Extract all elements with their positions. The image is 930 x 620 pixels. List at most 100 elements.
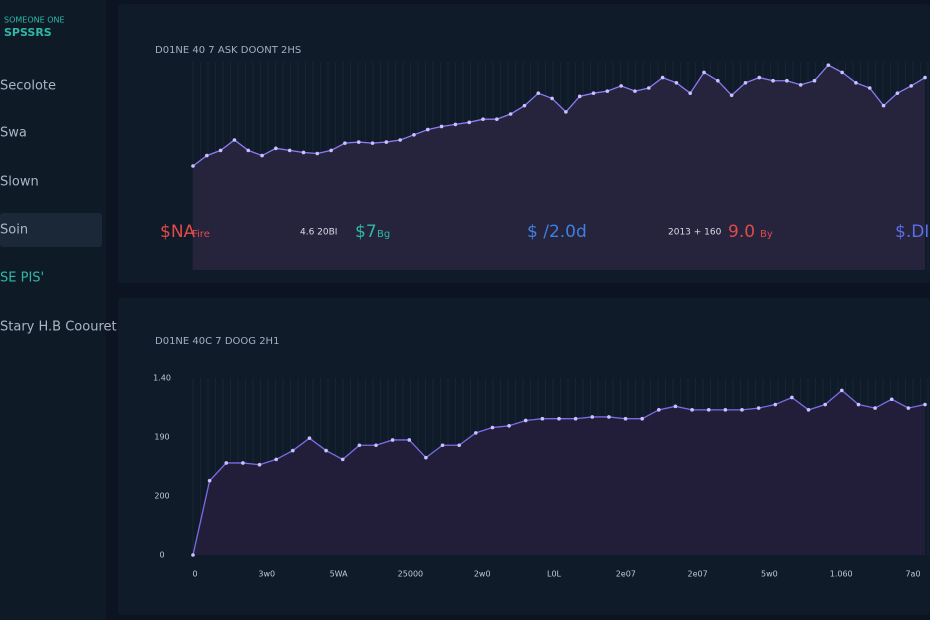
stat-value: $ /2.0d — [527, 222, 587, 242]
stat-unit: Bg — [377, 229, 390, 240]
point — [854, 81, 858, 85]
x-tick-label: 3w0 — [258, 570, 275, 579]
stat-value: 9.0 — [728, 222, 755, 242]
panel-title: D01NE 40 7 ASK DOONT 2HS — [155, 45, 301, 56]
x-tick-label: 2e07 — [687, 570, 707, 579]
point — [370, 141, 375, 145]
point — [467, 120, 472, 125]
sidebar — [0, 0, 106, 620]
point — [453, 122, 458, 127]
area-fill — [193, 390, 925, 555]
point — [706, 408, 711, 412]
logo: SOMEONE ONE — [4, 16, 65, 25]
nav-item[interactable]: Slown — [0, 175, 39, 190]
point — [840, 70, 844, 75]
point — [224, 461, 229, 465]
y-tick-label: 200 — [154, 492, 169, 501]
point — [374, 443, 378, 448]
point — [557, 416, 561, 421]
point — [856, 402, 861, 407]
panel-title: D01NE 40C 7 DOOG 2H1 — [155, 336, 279, 347]
point — [412, 133, 416, 137]
point — [623, 416, 628, 421]
nav-item[interactable]: Secolote — [0, 79, 56, 94]
nav-item[interactable]: SE PIS' — [0, 271, 44, 286]
point — [274, 146, 278, 151]
point — [274, 457, 278, 462]
point — [324, 448, 328, 453]
x-tick-label: 2w0 — [474, 570, 491, 579]
x-tick-label: 7a0 — [905, 570, 920, 579]
point — [439, 124, 444, 129]
point — [191, 553, 195, 557]
point — [660, 75, 665, 80]
point — [329, 148, 333, 153]
point — [873, 406, 877, 410]
point — [425, 127, 430, 132]
point — [205, 153, 209, 158]
point — [806, 408, 811, 412]
point — [605, 89, 610, 93]
x-tick-label: 25000 — [398, 570, 423, 579]
point — [657, 408, 661, 412]
point — [398, 138, 402, 142]
y-tick-label: 190 — [154, 433, 169, 442]
nav-item[interactable]: Swa — [0, 126, 27, 141]
point — [257, 462, 262, 467]
point — [508, 112, 513, 116]
point — [646, 86, 651, 90]
point — [390, 438, 395, 442]
stat-unit: Fire — [192, 229, 210, 240]
point — [191, 164, 195, 168]
point — [773, 402, 778, 407]
y-tick-label: 0 — [159, 551, 164, 560]
nav-item[interactable]: Soin — [0, 223, 28, 238]
point — [507, 423, 511, 428]
point — [743, 81, 748, 85]
point — [674, 81, 679, 85]
point — [550, 96, 554, 101]
point — [909, 84, 913, 88]
point — [424, 455, 428, 460]
x-tick-label: 2e07 — [616, 570, 636, 579]
area-fill — [193, 65, 925, 271]
point — [301, 150, 306, 155]
point — [440, 443, 445, 448]
point — [260, 153, 264, 158]
point — [343, 141, 347, 145]
point — [923, 402, 927, 407]
active-item-bg — [0, 213, 102, 247]
point — [673, 404, 678, 409]
point — [895, 91, 900, 95]
point — [523, 418, 528, 423]
point — [291, 448, 295, 453]
point — [702, 70, 706, 75]
point — [590, 415, 595, 419]
point — [906, 406, 911, 410]
point — [812, 78, 817, 83]
point — [218, 148, 223, 153]
point — [495, 117, 499, 121]
point — [287, 148, 292, 153]
stat-value: $7 — [355, 222, 377, 242]
point — [798, 83, 803, 87]
stat-value: 4.6 20BI — [300, 228, 337, 238]
stat-unit: By — [760, 229, 773, 240]
nav-item[interactable]: Stary H.B Coouret — [0, 320, 117, 335]
point — [771, 78, 775, 83]
point — [740, 408, 744, 412]
point — [881, 103, 886, 108]
x-tick-label: 1.060 — [830, 570, 853, 579]
point — [633, 89, 637, 93]
stat-value: $.DI — [895, 222, 929, 242]
point — [384, 140, 389, 144]
point — [923, 75, 927, 80]
point — [690, 408, 694, 412]
point — [823, 402, 827, 407]
stat-value: 2013 + 160 — [668, 228, 722, 238]
logo: SPSSRS — [4, 26, 52, 39]
point — [577, 94, 582, 99]
stat-value: $NA — [160, 222, 196, 242]
